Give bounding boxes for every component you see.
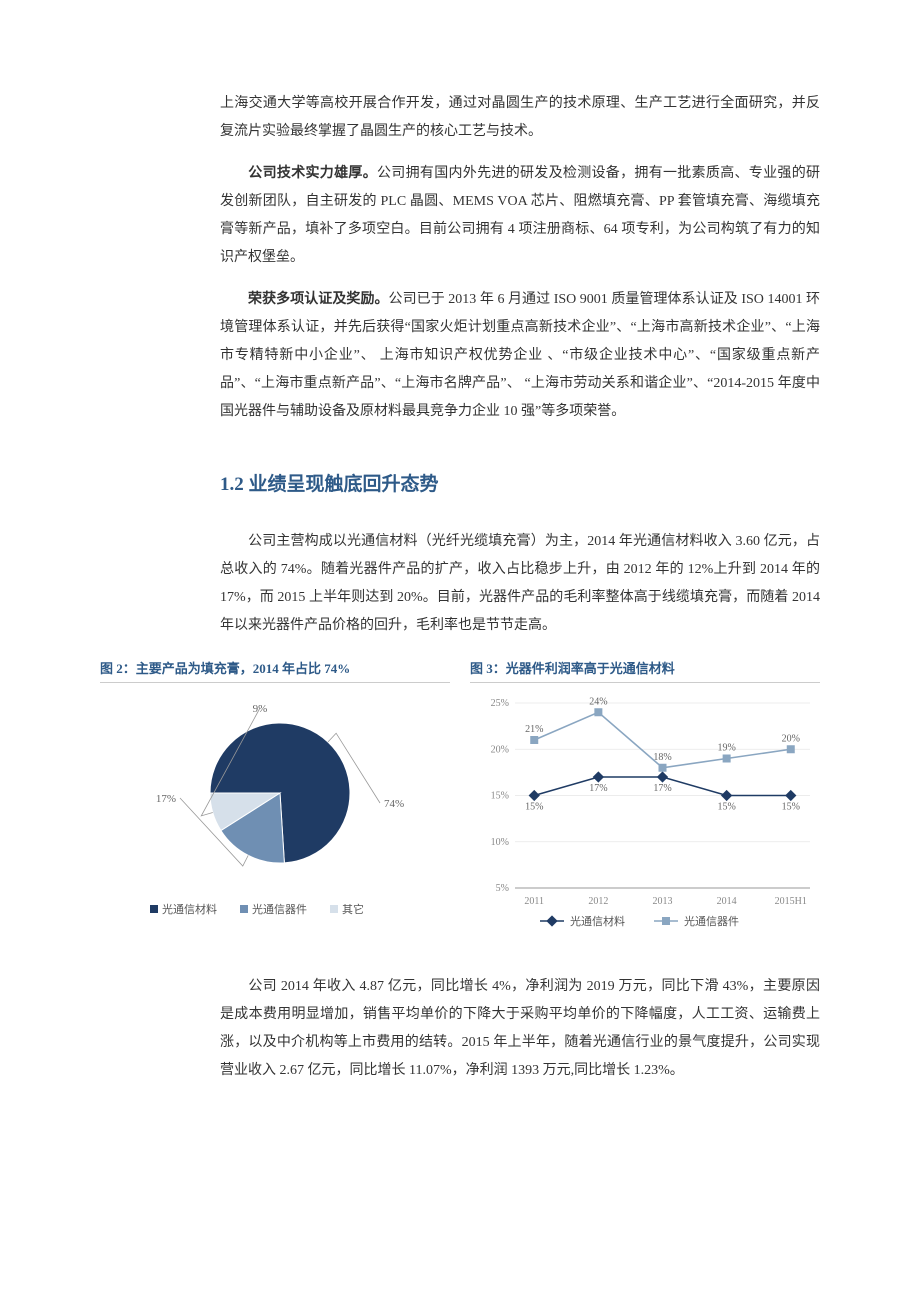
svg-text:24%: 24% xyxy=(589,696,607,707)
svg-text:20%: 20% xyxy=(782,733,800,744)
svg-text:2013: 2013 xyxy=(653,896,673,907)
svg-text:9%: 9% xyxy=(253,703,268,715)
figure-2-title: 图 2：主要产品为填充膏，2014 年占比 74% xyxy=(100,660,450,683)
svg-text:25%: 25% xyxy=(491,698,509,709)
svg-text:2012: 2012 xyxy=(588,896,608,907)
figure-2-pie-chart: 74% 17% 9% 光通信材料 光通信器件 其它 xyxy=(100,693,450,943)
svg-text:2014: 2014 xyxy=(717,896,737,907)
svg-text:15%: 15% xyxy=(782,802,800,813)
paragraph-3-body: 公司已于 2013 年 6 月通过 ISO 9001 质量管理体系认证及 ISO… xyxy=(220,292,820,419)
svg-text:21%: 21% xyxy=(525,724,543,735)
svg-text:光通信器件: 光通信器件 xyxy=(684,914,739,928)
svg-text:15%: 15% xyxy=(717,802,735,813)
svg-text:19%: 19% xyxy=(717,743,735,754)
paragraph-1: 上海交通大学等高校开展合作开发，通过对晶圆生产的技术原理、生产工艺进行全面研究，… xyxy=(220,90,820,146)
svg-text:74%: 74% xyxy=(384,798,404,810)
paragraph-5: 公司 2014 年收入 4.87 亿元，同比增长 4%，净利润为 2019 万元… xyxy=(220,973,820,1085)
svg-text:17%: 17% xyxy=(653,783,671,794)
paragraph-3: 荣获多项认证及奖励。公司已于 2013 年 6 月通过 ISO 9001 质量管… xyxy=(220,286,820,426)
figure-3-line-chart: 5% 10% 15% 20% 25% 2011 2012 2013 2014 2015H1 15% 1… xyxy=(470,693,820,943)
svg-text:15%: 15% xyxy=(491,791,509,802)
svg-text:18%: 18% xyxy=(653,752,671,763)
svg-text:5%: 5% xyxy=(496,883,509,894)
svg-text:10%: 10% xyxy=(491,837,509,848)
charts-row: 图 2：主要产品为填充膏，2014 年占比 74% 74%17%9%光通信材料光… xyxy=(100,660,820,943)
svg-text:2011: 2011 xyxy=(524,896,544,907)
svg-text:光通信器件: 光通信器件 xyxy=(252,902,307,916)
svg-text:15%: 15% xyxy=(525,802,543,813)
svg-text:17%: 17% xyxy=(156,793,176,805)
paragraph-2-lead: 公司技术实力雄厚。 xyxy=(248,166,377,181)
paragraph-2: 公司技术实力雄厚。公司拥有国内外先进的研发及检测设备，拥有一批素质高、专业强的研… xyxy=(220,160,820,272)
svg-text:光通信材料: 光通信材料 xyxy=(570,914,625,928)
svg-text:17%: 17% xyxy=(589,783,607,794)
svg-text:其它: 其它 xyxy=(342,902,364,916)
paragraph-3-lead: 荣获多项认证及奖励。 xyxy=(248,292,389,307)
section-heading-1-2: 1.2 业绩呈现触底回升态势 xyxy=(220,466,820,504)
figure-3-title: 图 3：光器件利润率高于光通信材料 xyxy=(470,660,820,683)
svg-text:光通信材料: 光通信材料 xyxy=(162,902,217,916)
paragraph-4: 公司主营构成以光通信材料（光纤光缆填充膏）为主，2014 年光通信材料收入 3.… xyxy=(220,528,820,640)
svg-text:2015H1: 2015H1 xyxy=(775,896,807,907)
svg-text:20%: 20% xyxy=(491,744,509,755)
